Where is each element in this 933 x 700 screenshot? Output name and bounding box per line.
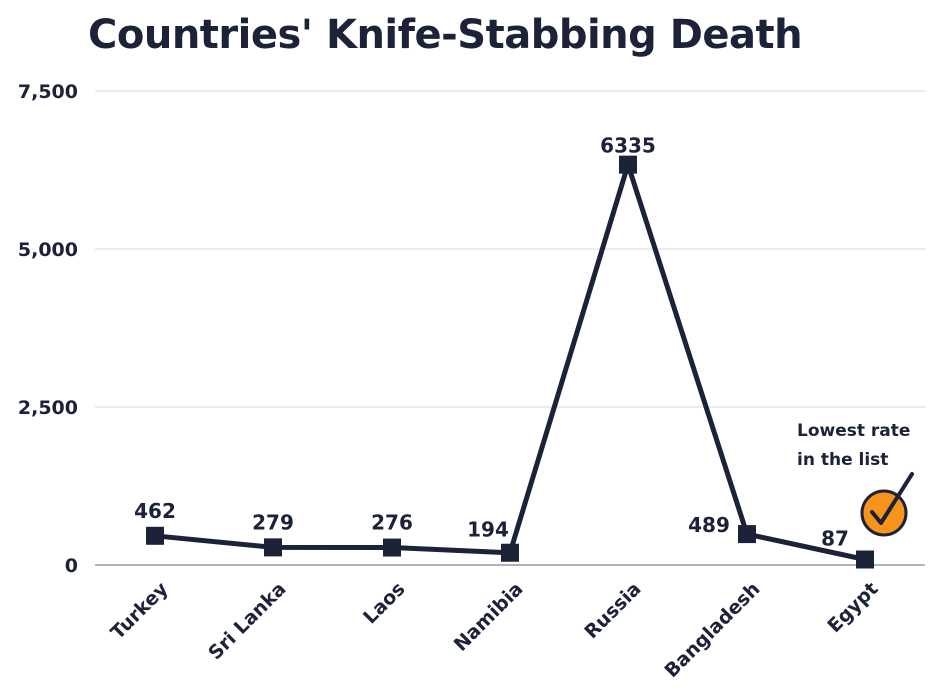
data-point-marker <box>738 525 756 544</box>
x-tick-label: Turkey <box>107 578 173 644</box>
data-label: 6335 <box>600 134 656 158</box>
x-tick-label: Bangladesh <box>661 578 765 682</box>
data-point-marker <box>264 538 282 557</box>
x-axis-ticks: Turkey Sri Lanka Laos Namibia Russia Banglade… <box>107 578 883 682</box>
y-tick-label: 0 <box>65 555 78 577</box>
data-label: 194 <box>467 518 509 542</box>
gridlines <box>95 90 925 566</box>
x-tick-label: Egypt <box>823 578 882 637</box>
data-point-marker <box>383 538 401 557</box>
annotation: Lowest rate in the list <box>797 421 914 537</box>
y-tick-label: 7,500 <box>18 81 78 103</box>
y-tick-label: 2,500 <box>18 397 78 419</box>
x-tick-label: Laos <box>359 578 409 628</box>
annotation-line-2: in the list <box>797 450 888 470</box>
y-axis-ticks: 0 2,500 5,000 7,500 <box>18 81 78 577</box>
data-label: 279 <box>252 510 294 534</box>
series-markers <box>146 155 874 569</box>
check-circle-icon <box>860 472 914 537</box>
series-polyline <box>154 162 866 562</box>
x-tick-label: Sri Lanka <box>204 578 290 664</box>
data-labels: 462 279 276 194 6335 489 87 <box>134 134 849 551</box>
y-tick-label: 5,000 <box>18 239 78 261</box>
data-label: 489 <box>688 513 730 537</box>
data-point-marker <box>619 155 637 174</box>
x-tick-label: Russia <box>580 578 645 643</box>
data-label: 462 <box>134 499 176 523</box>
data-point-marker <box>146 526 164 545</box>
data-point-marker <box>501 543 519 562</box>
data-point-marker <box>856 550 874 569</box>
chart-title: Countries' Knife-Stabbing Death <box>88 12 803 58</box>
series-line <box>154 162 866 562</box>
annotation-line-1: Lowest rate <box>797 421 910 441</box>
data-label: 87 <box>821 527 849 551</box>
data-label: 276 <box>371 511 413 535</box>
x-tick-label: Namibia <box>450 578 528 656</box>
